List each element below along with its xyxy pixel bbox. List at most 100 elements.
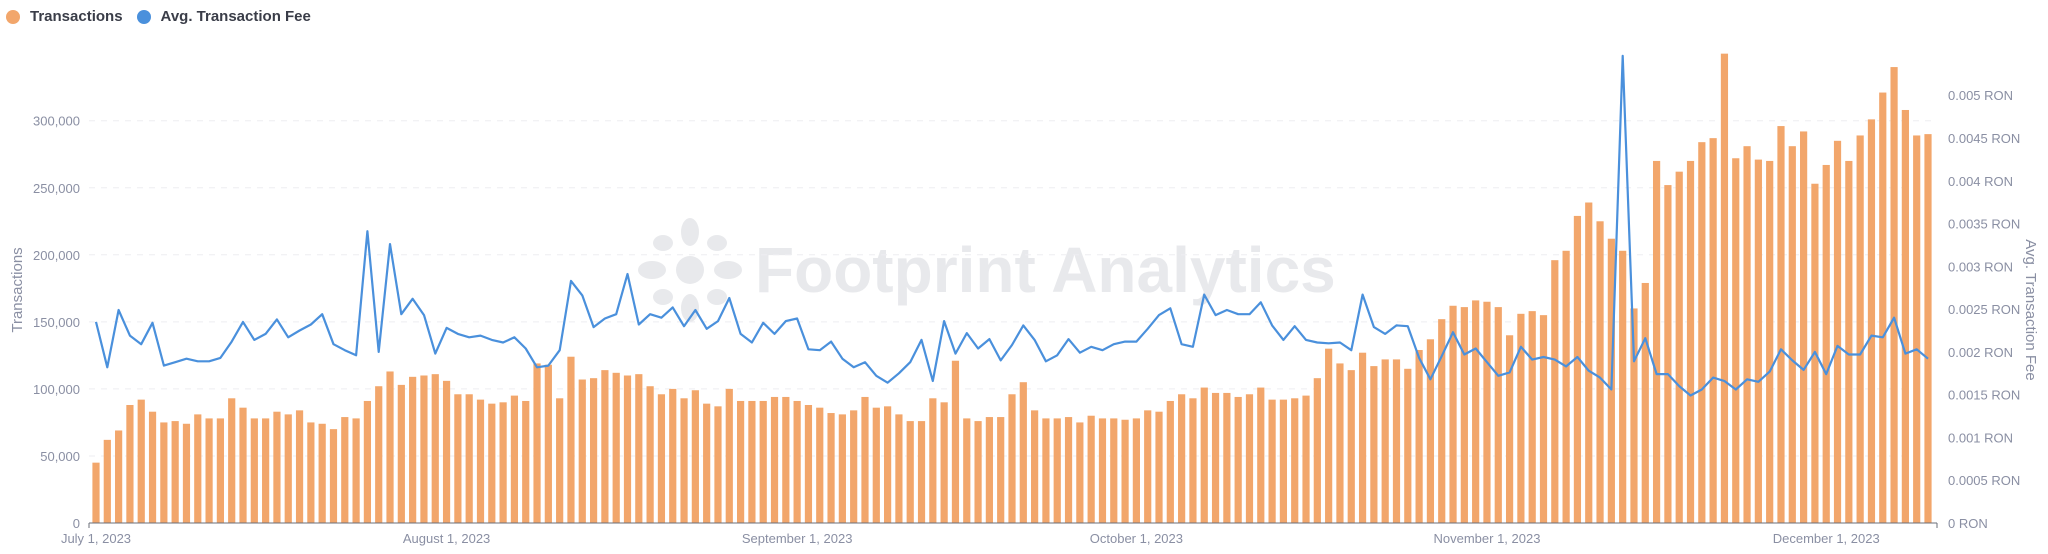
avg-fee-point[interactable] <box>421 312 427 318</box>
transactions-bar[interactable] <box>352 418 360 523</box>
avg-fee-point[interactable] <box>342 347 348 353</box>
avg-fee-point[interactable] <box>1608 387 1614 393</box>
avg-fee-point[interactable] <box>1427 376 1433 382</box>
avg-fee-point[interactable] <box>150 320 156 326</box>
transactions-bar[interactable] <box>1800 131 1808 523</box>
avg-fee-point[interactable] <box>1574 354 1580 360</box>
avg-fee-point[interactable] <box>885 380 891 386</box>
avg-fee-point[interactable] <box>1676 383 1682 389</box>
avg-fee-point[interactable] <box>466 334 472 340</box>
avg-fee-point[interactable] <box>805 346 811 352</box>
avg-fee-point[interactable] <box>896 370 902 376</box>
avg-fee-point[interactable] <box>738 331 744 337</box>
transactions-bar[interactable] <box>284 414 292 523</box>
avg-fee-point[interactable] <box>1461 351 1467 357</box>
avg-fee-point[interactable] <box>1303 337 1309 343</box>
transactions-bar[interactable] <box>1291 398 1299 523</box>
transactions-bar[interactable] <box>793 400 801 523</box>
avg-fee-point[interactable] <box>557 347 563 353</box>
avg-fee-point[interactable] <box>1812 349 1818 355</box>
avg-fee-point[interactable] <box>873 373 879 379</box>
avg-fee-point[interactable] <box>1201 292 1207 298</box>
transactions-bar[interactable] <box>940 402 948 523</box>
transactions-bar[interactable] <box>329 429 338 523</box>
transactions-bar[interactable] <box>1856 135 1864 524</box>
avg-fee-point[interactable] <box>919 337 925 343</box>
avg-fee-point[interactable] <box>964 330 970 336</box>
avg-fee-point[interactable] <box>1416 355 1422 361</box>
transactions-bar[interactable] <box>1766 160 1774 524</box>
transactions-bar[interactable] <box>216 418 224 523</box>
transactions-bar[interactable] <box>861 396 869 523</box>
transactions-bar[interactable] <box>420 375 428 523</box>
transactions-bar[interactable] <box>1404 368 1412 523</box>
avg-fee-point[interactable] <box>1258 299 1264 305</box>
transactions-bar[interactable] <box>1890 67 1898 523</box>
transactions-bar[interactable] <box>1630 308 1638 523</box>
transactions-bar[interactable] <box>363 400 372 523</box>
avg-fee-point[interactable] <box>364 228 370 234</box>
transactions-bar[interactable] <box>510 395 519 523</box>
transactions-bar[interactable] <box>1743 146 1751 523</box>
avg-fee-point[interactable] <box>251 337 257 343</box>
avg-fee-point[interactable] <box>828 339 834 345</box>
transactions-bar[interactable] <box>1517 313 1525 523</box>
transactions-bar[interactable] <box>442 380 451 523</box>
transactions-bar[interactable] <box>1528 311 1536 523</box>
transactions-bar[interactable] <box>1031 410 1039 523</box>
avg-fee-point[interactable] <box>975 345 981 351</box>
transactions-bar[interactable] <box>1132 418 1140 523</box>
avg-fee-point[interactable] <box>1122 339 1128 345</box>
transactions-bar[interactable] <box>997 417 1005 523</box>
transactions-bar[interactable] <box>1076 422 1084 523</box>
avg-fee-point[interactable] <box>1246 311 1252 317</box>
transactions-bar[interactable] <box>1652 160 1661 524</box>
avg-fee-point[interactable] <box>591 324 597 330</box>
transactions-bar[interactable] <box>1415 350 1423 523</box>
transactions-bar[interactable] <box>488 403 496 523</box>
transactions-bar[interactable] <box>409 376 417 523</box>
transactions-bar[interactable] <box>816 407 824 523</box>
transactions-bar[interactable] <box>657 394 666 523</box>
transactions-bar[interactable] <box>1053 418 1061 523</box>
avg-fee-point[interactable] <box>1484 359 1490 365</box>
avg-fee-point[interactable] <box>1066 336 1072 342</box>
avg-fee-point[interactable] <box>1393 322 1399 328</box>
transactions-bar[interactable] <box>273 411 281 523</box>
avg-fee-point[interactable] <box>1552 357 1558 363</box>
avg-fee-point[interactable] <box>116 307 122 313</box>
avg-fee-point[interactable] <box>862 359 868 365</box>
transactions-bar[interactable] <box>148 411 157 523</box>
transactions-bar[interactable] <box>499 402 507 523</box>
avg-fee-point[interactable] <box>839 356 845 362</box>
transactions-bar[interactable] <box>906 421 914 523</box>
avg-fee-point[interactable] <box>817 347 823 353</box>
avg-fee-point[interactable] <box>1518 344 1524 350</box>
avg-fee-point[interactable] <box>274 316 280 322</box>
transactions-bar[interactable] <box>239 407 247 523</box>
transactions-bar[interactable] <box>1438 319 1446 523</box>
transactions-bar[interactable] <box>1867 119 1876 523</box>
transactions-bar[interactable] <box>1901 109 1909 523</box>
avg-fee-point[interactable] <box>1744 376 1750 382</box>
avg-fee-point[interactable] <box>1789 357 1795 363</box>
transactions-bar[interactable] <box>929 398 937 523</box>
transactions-bar[interactable] <box>736 400 745 523</box>
transactions-bar[interactable] <box>951 360 960 523</box>
transactions-bar[interactable] <box>838 414 846 523</box>
avg-fee-point[interactable] <box>1167 305 1173 311</box>
transactions-bar[interactable] <box>1879 92 1887 524</box>
avg-fee-point[interactable] <box>794 316 800 322</box>
avg-fee-point[interactable] <box>1507 369 1513 375</box>
transactions-bar[interactable] <box>646 386 654 523</box>
transactions-bar[interactable] <box>1573 215 1582 523</box>
transactions-bar[interactable] <box>1189 398 1197 523</box>
avg-fee-point[interactable] <box>998 357 1004 363</box>
transactions-bar[interactable] <box>465 394 473 523</box>
transactions-bar[interactable] <box>669 388 677 523</box>
transactions-bar[interactable] <box>1358 352 1367 523</box>
transactions-bar[interactable] <box>1223 392 1231 523</box>
transactions-bar[interactable] <box>1709 138 1717 524</box>
transactions-bar[interactable] <box>1257 387 1265 523</box>
avg-fee-point[interactable] <box>523 345 529 351</box>
